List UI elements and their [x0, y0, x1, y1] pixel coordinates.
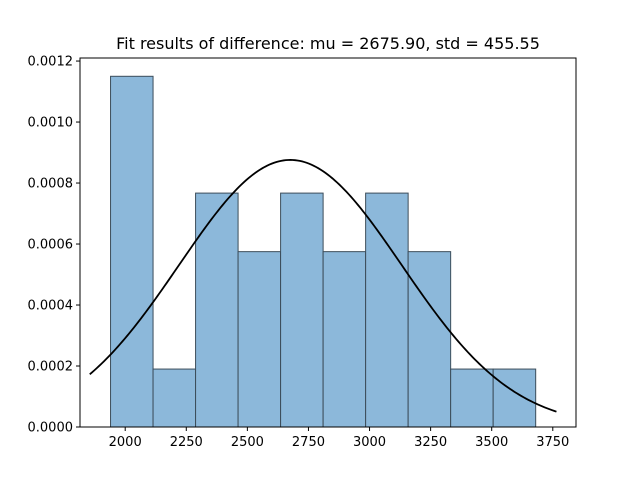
- x-tick-label: 3000: [353, 435, 386, 450]
- y-tick-label: 0.0008: [28, 177, 74, 192]
- y-tick-label: 0.0012: [28, 55, 74, 70]
- histogram-bar: [492, 368, 537, 428]
- x-tick-label: 2250: [170, 435, 203, 450]
- x-tick-label: 3250: [414, 435, 447, 450]
- y-tick-label: 0.0002: [28, 360, 74, 375]
- histogram-bar: [450, 368, 494, 428]
- histogram-bar: [195, 192, 239, 428]
- x-tick-label: 3750: [536, 435, 569, 450]
- x-axis: 2000 2250 2500 2750 3000 3250 3500 3750: [109, 427, 569, 450]
- plot-frame: [79, 57, 577, 428]
- x-tick-label: 3500: [475, 435, 508, 450]
- y-tick-label: 0.0010: [28, 116, 74, 131]
- histogram-bar: [407, 251, 452, 428]
- x-tick-label: 2000: [109, 435, 142, 450]
- histogram-bar: [322, 251, 367, 428]
- y-tick-label: 0.0004: [28, 299, 74, 314]
- histogram-bar: [152, 368, 197, 428]
- y-axis: 0.0000 0.0002 0.0004 0.0006 0.0008 0.0010 0.00…: [28, 55, 80, 436]
- y-tick-label: 0.0000: [28, 421, 74, 436]
- y-tick-label: 0.0006: [28, 238, 74, 253]
- chart-title: Fit results of difference: mu = 2675.90,…: [116, 34, 540, 53]
- histogram-bars: [110, 75, 537, 428]
- histogram-bar: [110, 75, 154, 428]
- histogram-bar: [280, 192, 324, 428]
- normal-fit-curve: [89, 159, 557, 413]
- x-tick-label: 2500: [231, 435, 264, 450]
- histogram-bar: [237, 251, 282, 428]
- histogram-bar: [365, 192, 409, 428]
- x-tick-label: 2750: [292, 435, 325, 450]
